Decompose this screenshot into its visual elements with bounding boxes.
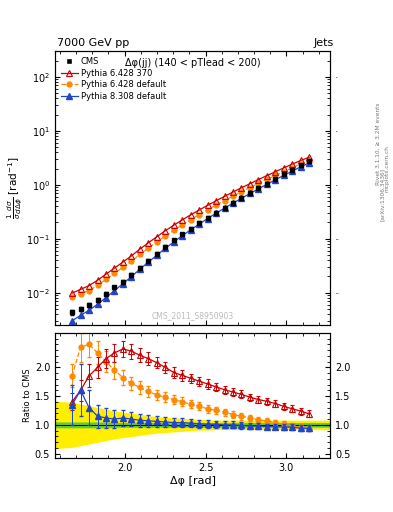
Text: Rivet 3.1.10, ≥ 3.2M events: Rivet 3.1.10, ≥ 3.2M events <box>376 102 380 185</box>
Text: 7000 GeV pp: 7000 GeV pp <box>57 38 129 48</box>
Text: Jets: Jets <box>314 38 334 48</box>
Text: [arXiv:1306.3436]: [arXiv:1306.3436] <box>380 168 385 221</box>
Y-axis label: $\frac{1}{\sigma}\frac{d\sigma}{d\Delta\phi}$ [rad$^{-1}$]: $\frac{1}{\sigma}\frac{d\sigma}{d\Delta\… <box>6 157 25 220</box>
Legend: CMS, Pythia 6.428 370, Pythia 6.428 default, Pythia 8.308 default: CMS, Pythia 6.428 370, Pythia 6.428 defa… <box>58 55 169 103</box>
X-axis label: Δφ [rad]: Δφ [rad] <box>169 476 216 486</box>
Text: Δφ(jj) (140 < pTlead < 200): Δφ(jj) (140 < pTlead < 200) <box>125 58 261 68</box>
Text: mcplots.cern.ch: mcplots.cern.ch <box>385 145 390 193</box>
Text: CMS_2011_S8950903: CMS_2011_S8950903 <box>151 311 234 319</box>
Y-axis label: Ratio to CMS: Ratio to CMS <box>23 369 32 422</box>
